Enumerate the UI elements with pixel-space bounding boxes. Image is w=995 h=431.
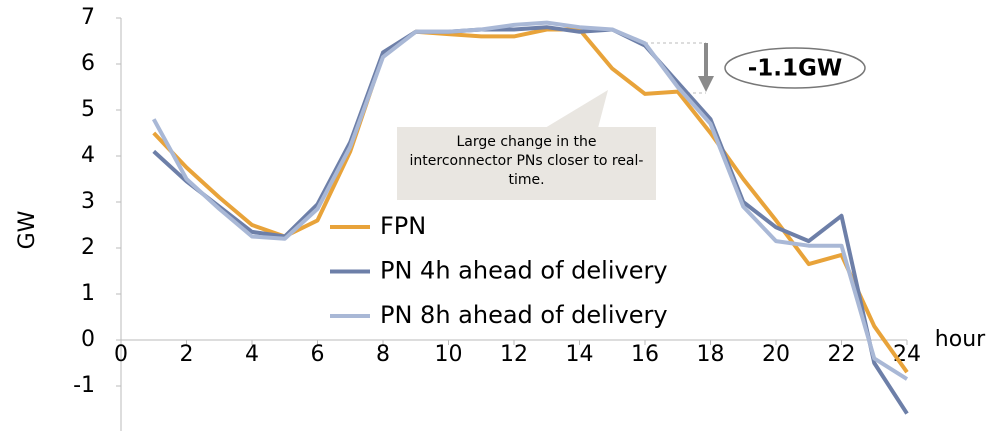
y-tick-label: 0 bbox=[81, 327, 95, 352]
x-tick-label: 20 bbox=[762, 342, 790, 367]
legend-label: PN 4h ahead of delivery bbox=[380, 257, 668, 285]
callout-text: Large change in the interconnector PNs c… bbox=[409, 134, 644, 188]
x-tick-label: 14 bbox=[566, 342, 594, 367]
x-tick-label: 10 bbox=[435, 342, 463, 367]
y-tick-label: 5 bbox=[81, 97, 95, 122]
arrow-head bbox=[698, 76, 714, 92]
callout: Large change in the interconnector PNs c… bbox=[409, 134, 644, 188]
y-axis-label: GW bbox=[15, 210, 40, 249]
change-oval bbox=[724, 47, 866, 89]
callout-box bbox=[397, 127, 656, 200]
y-tick-label: 3 bbox=[81, 189, 95, 214]
x-tick-label: 4 bbox=[245, 342, 259, 367]
change-label: -1.1GW bbox=[748, 56, 843, 82]
y-tick-label: -1 bbox=[73, 373, 95, 398]
x-tick-label: 24 bbox=[893, 342, 921, 367]
x-tick-label: 6 bbox=[311, 342, 325, 367]
x-tick-label: 2 bbox=[180, 342, 194, 367]
x-tick-label: 16 bbox=[631, 342, 659, 367]
x-axis-label: hour bbox=[935, 327, 986, 352]
x-tick-label: 8 bbox=[376, 342, 390, 367]
y-tick-label: 4 bbox=[81, 143, 95, 168]
y-tick-label: 1 bbox=[81, 281, 95, 306]
series-line bbox=[151, 20, 909, 381]
callout-pointer bbox=[545, 90, 608, 128]
series-line bbox=[152, 25, 909, 415]
x-tick-label: 0 bbox=[114, 342, 128, 367]
y-tick-label: 7 bbox=[81, 5, 95, 30]
legend-label: PN 8h ahead of delivery bbox=[380, 301, 668, 329]
y-tick-label: 6 bbox=[81, 51, 95, 76]
x-tick-label: 18 bbox=[697, 342, 725, 367]
x-tick-label: 22 bbox=[828, 342, 856, 367]
x-tick-label: 12 bbox=[500, 342, 528, 367]
y-tick-label: 2 bbox=[81, 235, 95, 260]
legend-label: FPN bbox=[380, 212, 426, 240]
